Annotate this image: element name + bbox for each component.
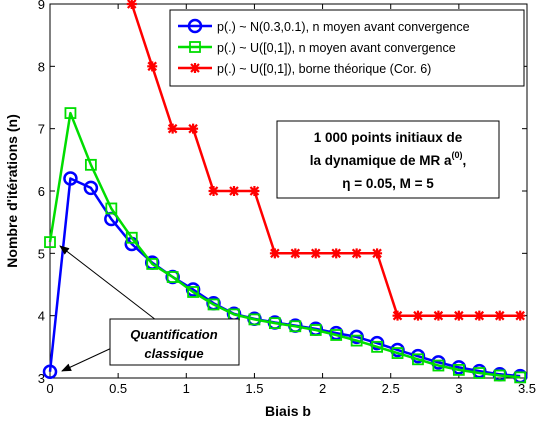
x-tick-label: 1	[183, 381, 190, 396]
data-point	[64, 107, 77, 119]
data-point	[188, 123, 199, 134]
data-point	[331, 248, 342, 259]
data-point	[350, 334, 363, 347]
data-point	[185, 282, 201, 297]
data-point	[167, 123, 178, 134]
data-point	[248, 313, 261, 326]
data-point	[330, 329, 343, 341]
data-point	[514, 371, 527, 384]
x-tick-label: 0	[46, 381, 53, 396]
data-point	[105, 202, 118, 215]
y-tick-label: 6	[38, 184, 45, 199]
data-point	[207, 298, 220, 311]
y-axis-ticks: 3 4 5 6 7 8 9	[38, 0, 527, 386]
x-tick-label: 2.5	[382, 381, 400, 396]
callout-line1: Quantification	[130, 327, 217, 342]
data-point	[165, 269, 180, 285]
legend-box	[169, 9, 525, 87]
legend: p(.) ~ N(0.3,0.1), n moyen avant converg…	[169, 9, 525, 87]
y-tick-label: 9	[38, 0, 45, 12]
y-tick-label: 5	[38, 246, 45, 261]
data-point	[146, 258, 159, 270]
annotation-line2-sup: (0)	[452, 150, 463, 160]
data-point	[268, 317, 281, 330]
data-point	[494, 310, 505, 321]
data-point	[515, 310, 526, 321]
legend-entry: p(.) ~ N(0.3,0.1), n moyen avant converg…	[178, 18, 470, 34]
data-point	[369, 335, 385, 351]
y-axis-label: Nombre d'itérations (n)	[4, 114, 20, 267]
annotation-line2-main: la dynamique de MR a	[310, 153, 452, 168]
data-point	[126, 0, 137, 9]
data-point	[372, 248, 383, 259]
data-point	[371, 340, 383, 353]
legend-label: p(.) ~ N(0.3,0.1), n moyen avant converg…	[217, 20, 470, 34]
legend-marker	[189, 41, 201, 53]
y-tick-label: 3	[38, 371, 45, 386]
legend-marker	[190, 63, 200, 73]
data-point	[474, 310, 485, 321]
annotation-line2-end: ,	[463, 153, 467, 168]
callout-line2: classique	[144, 346, 203, 361]
data-point	[493, 369, 506, 382]
data-point	[349, 329, 364, 345]
y-tick-label: 7	[38, 122, 45, 137]
data-point	[249, 186, 260, 196]
data-point	[473, 367, 486, 379]
series-2	[126, 0, 526, 321]
data-point	[84, 158, 97, 171]
data-point	[228, 186, 239, 196]
annotation-line3: η = 0.05, M = 5	[342, 176, 434, 191]
data-point	[63, 171, 78, 186]
callout-arrow-lower	[61, 345, 117, 372]
x-tick-label: 0.5	[109, 381, 127, 396]
data-point	[208, 186, 219, 196]
data-point	[290, 248, 301, 259]
data-point	[42, 364, 58, 380]
data-point	[351, 248, 362, 259]
data-point	[310, 248, 321, 259]
data-point	[166, 271, 179, 283]
x-tick-label: 3	[455, 381, 462, 396]
legend-label: p(.) ~ U([0,1]), borne théorique (Cor. 6…	[217, 62, 431, 76]
data-point	[452, 363, 465, 376]
data-point	[289, 320, 302, 333]
x-tick-label: 2	[319, 381, 326, 396]
data-point	[269, 248, 280, 259]
data-point	[309, 324, 322, 336]
legend-entry: p(.) ~ U([0,1]), n moyen avant convergen…	[178, 41, 456, 55]
data-point	[391, 347, 404, 359]
y-tick-label: 4	[38, 309, 45, 324]
callout: Quantification classique	[59, 245, 240, 372]
series-layer	[42, 0, 528, 384]
series-1	[44, 107, 527, 384]
annotation-line2: la dynamique de MR a(0),	[310, 150, 467, 168]
data-point	[147, 61, 158, 72]
y-tick-label: 8	[38, 59, 45, 74]
data-point	[453, 310, 464, 321]
legend-label: p(.) ~ U([0,1]), n moyen avant convergen…	[217, 41, 456, 55]
data-point	[412, 310, 423, 321]
x-tick-label: 3.5	[518, 381, 536, 396]
data-point	[83, 180, 99, 196]
data-point	[412, 353, 424, 366]
data-point	[125, 231, 138, 244]
legend-entry: p(.) ~ U([0,1]), borne théorique (Cor. 6…	[178, 62, 431, 76]
legend-marker	[187, 18, 203, 34]
x-tick-label: 1.5	[245, 381, 263, 396]
data-point	[392, 310, 403, 321]
x-axis-label: Biais b	[265, 403, 311, 419]
callout-arrow-upper	[59, 245, 157, 321]
data-point	[44, 236, 56, 249]
data-point	[432, 359, 445, 372]
annotation-line1: 1 000 points initiaux de	[314, 130, 463, 145]
data-point	[433, 310, 444, 321]
annotation-box: 1 000 points initiaux de la dynamique de…	[276, 120, 500, 199]
legend-entries: p(.) ~ N(0.3,0.1), n moyen avant converg…	[178, 18, 470, 76]
data-point	[187, 286, 200, 298]
